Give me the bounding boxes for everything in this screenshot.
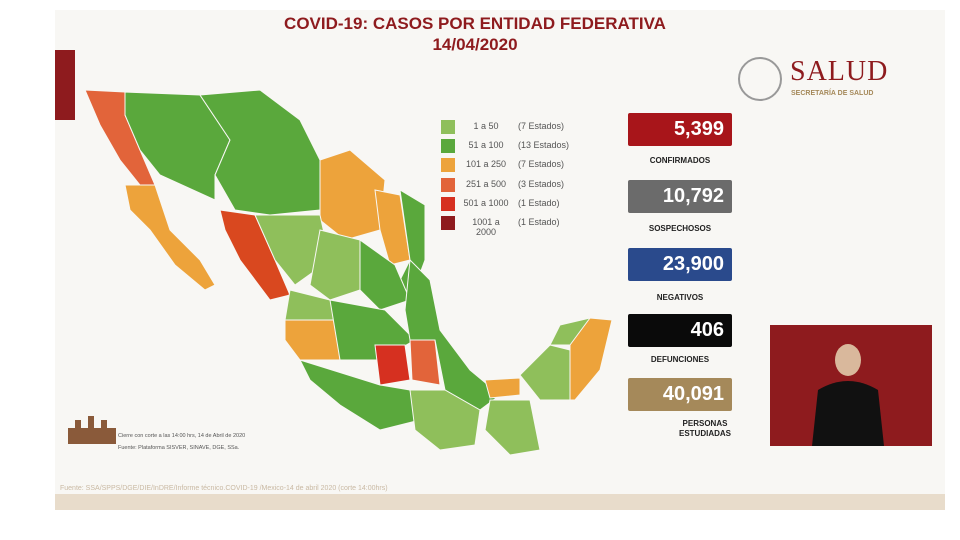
title: COVID-19: CASOS POR ENTIDAD FEDERATIVA — [284, 14, 666, 33]
stat-label: NEGATIVOS — [656, 293, 704, 302]
legend-swatch — [441, 177, 455, 192]
stat-value: 23,900 — [628, 248, 732, 281]
legend-range: 101 a 250 — [465, 159, 507, 170]
stat-label: PERSONAS ESTUDIADAS — [678, 419, 731, 438]
state — [404, 258, 501, 411]
stat-value: 406 — [628, 314, 732, 347]
state — [374, 189, 411, 266]
seal — [738, 57, 782, 101]
stat-value: 40,091 — [628, 378, 732, 411]
legend-count: (13 Estados) — [518, 140, 570, 151]
monument-icon — [68, 416, 116, 444]
state — [124, 184, 216, 291]
stat-value: 10,792 — [628, 180, 732, 213]
bottom-bar — [55, 494, 945, 510]
legend-count: (3 Estados) — [518, 178, 565, 189]
legend-count: (7 Estados) — [518, 159, 565, 170]
legend-count: (1 Estado) — [518, 217, 560, 227]
logo-subtitle: SECRETARÍA DE SALUD — [791, 90, 874, 97]
state — [569, 317, 613, 401]
interpreter-video — [770, 325, 932, 446]
legend-range: 251 a 500 — [465, 178, 507, 189]
date: 14/04/2020 — [432, 35, 518, 54]
stat-label: SOSPECHOSOS — [648, 224, 712, 233]
state — [374, 344, 411, 386]
logo-name: SALUD — [790, 56, 889, 87]
stat-value: 5,399 — [628, 113, 732, 146]
source: Fuente: SSA/SPPS/DGE/DIE/InDRE/Informe t… — [60, 485, 388, 492]
state — [484, 377, 521, 399]
legend-range: 501 a 1000 — [463, 197, 509, 208]
legend-range: 51 a 100 — [468, 140, 504, 151]
note: Cierre con corte a las 14:00 hrs, 14 de … — [118, 433, 246, 439]
stat-label: CONFIRMADOS — [649, 156, 711, 165]
legend-count: (7 Estados) — [518, 121, 565, 131]
stat-label: DEFUNCIONES — [650, 355, 710, 364]
legend-range: 1 a 50 — [473, 121, 499, 131]
legend-swatch — [441, 196, 455, 211]
state — [359, 239, 411, 311]
state — [299, 359, 421, 431]
legend-swatch — [441, 139, 455, 154]
accent-bar — [55, 50, 75, 120]
legend-swatch — [441, 158, 455, 173]
state — [519, 344, 571, 401]
state — [409, 389, 481, 451]
state — [284, 319, 341, 361]
state — [199, 89, 321, 216]
state — [409, 339, 441, 386]
legend-swatch — [441, 216, 455, 230]
legend-swatch — [441, 120, 455, 134]
state — [484, 399, 541, 456]
legend-count: (1 Estado) — [518, 197, 560, 208]
legend-range: 1001 a 2000 — [472, 217, 500, 237]
state — [309, 229, 361, 301]
note: Fuente: Plataforma SISVER, SINAVE, DGE, … — [118, 445, 240, 451]
